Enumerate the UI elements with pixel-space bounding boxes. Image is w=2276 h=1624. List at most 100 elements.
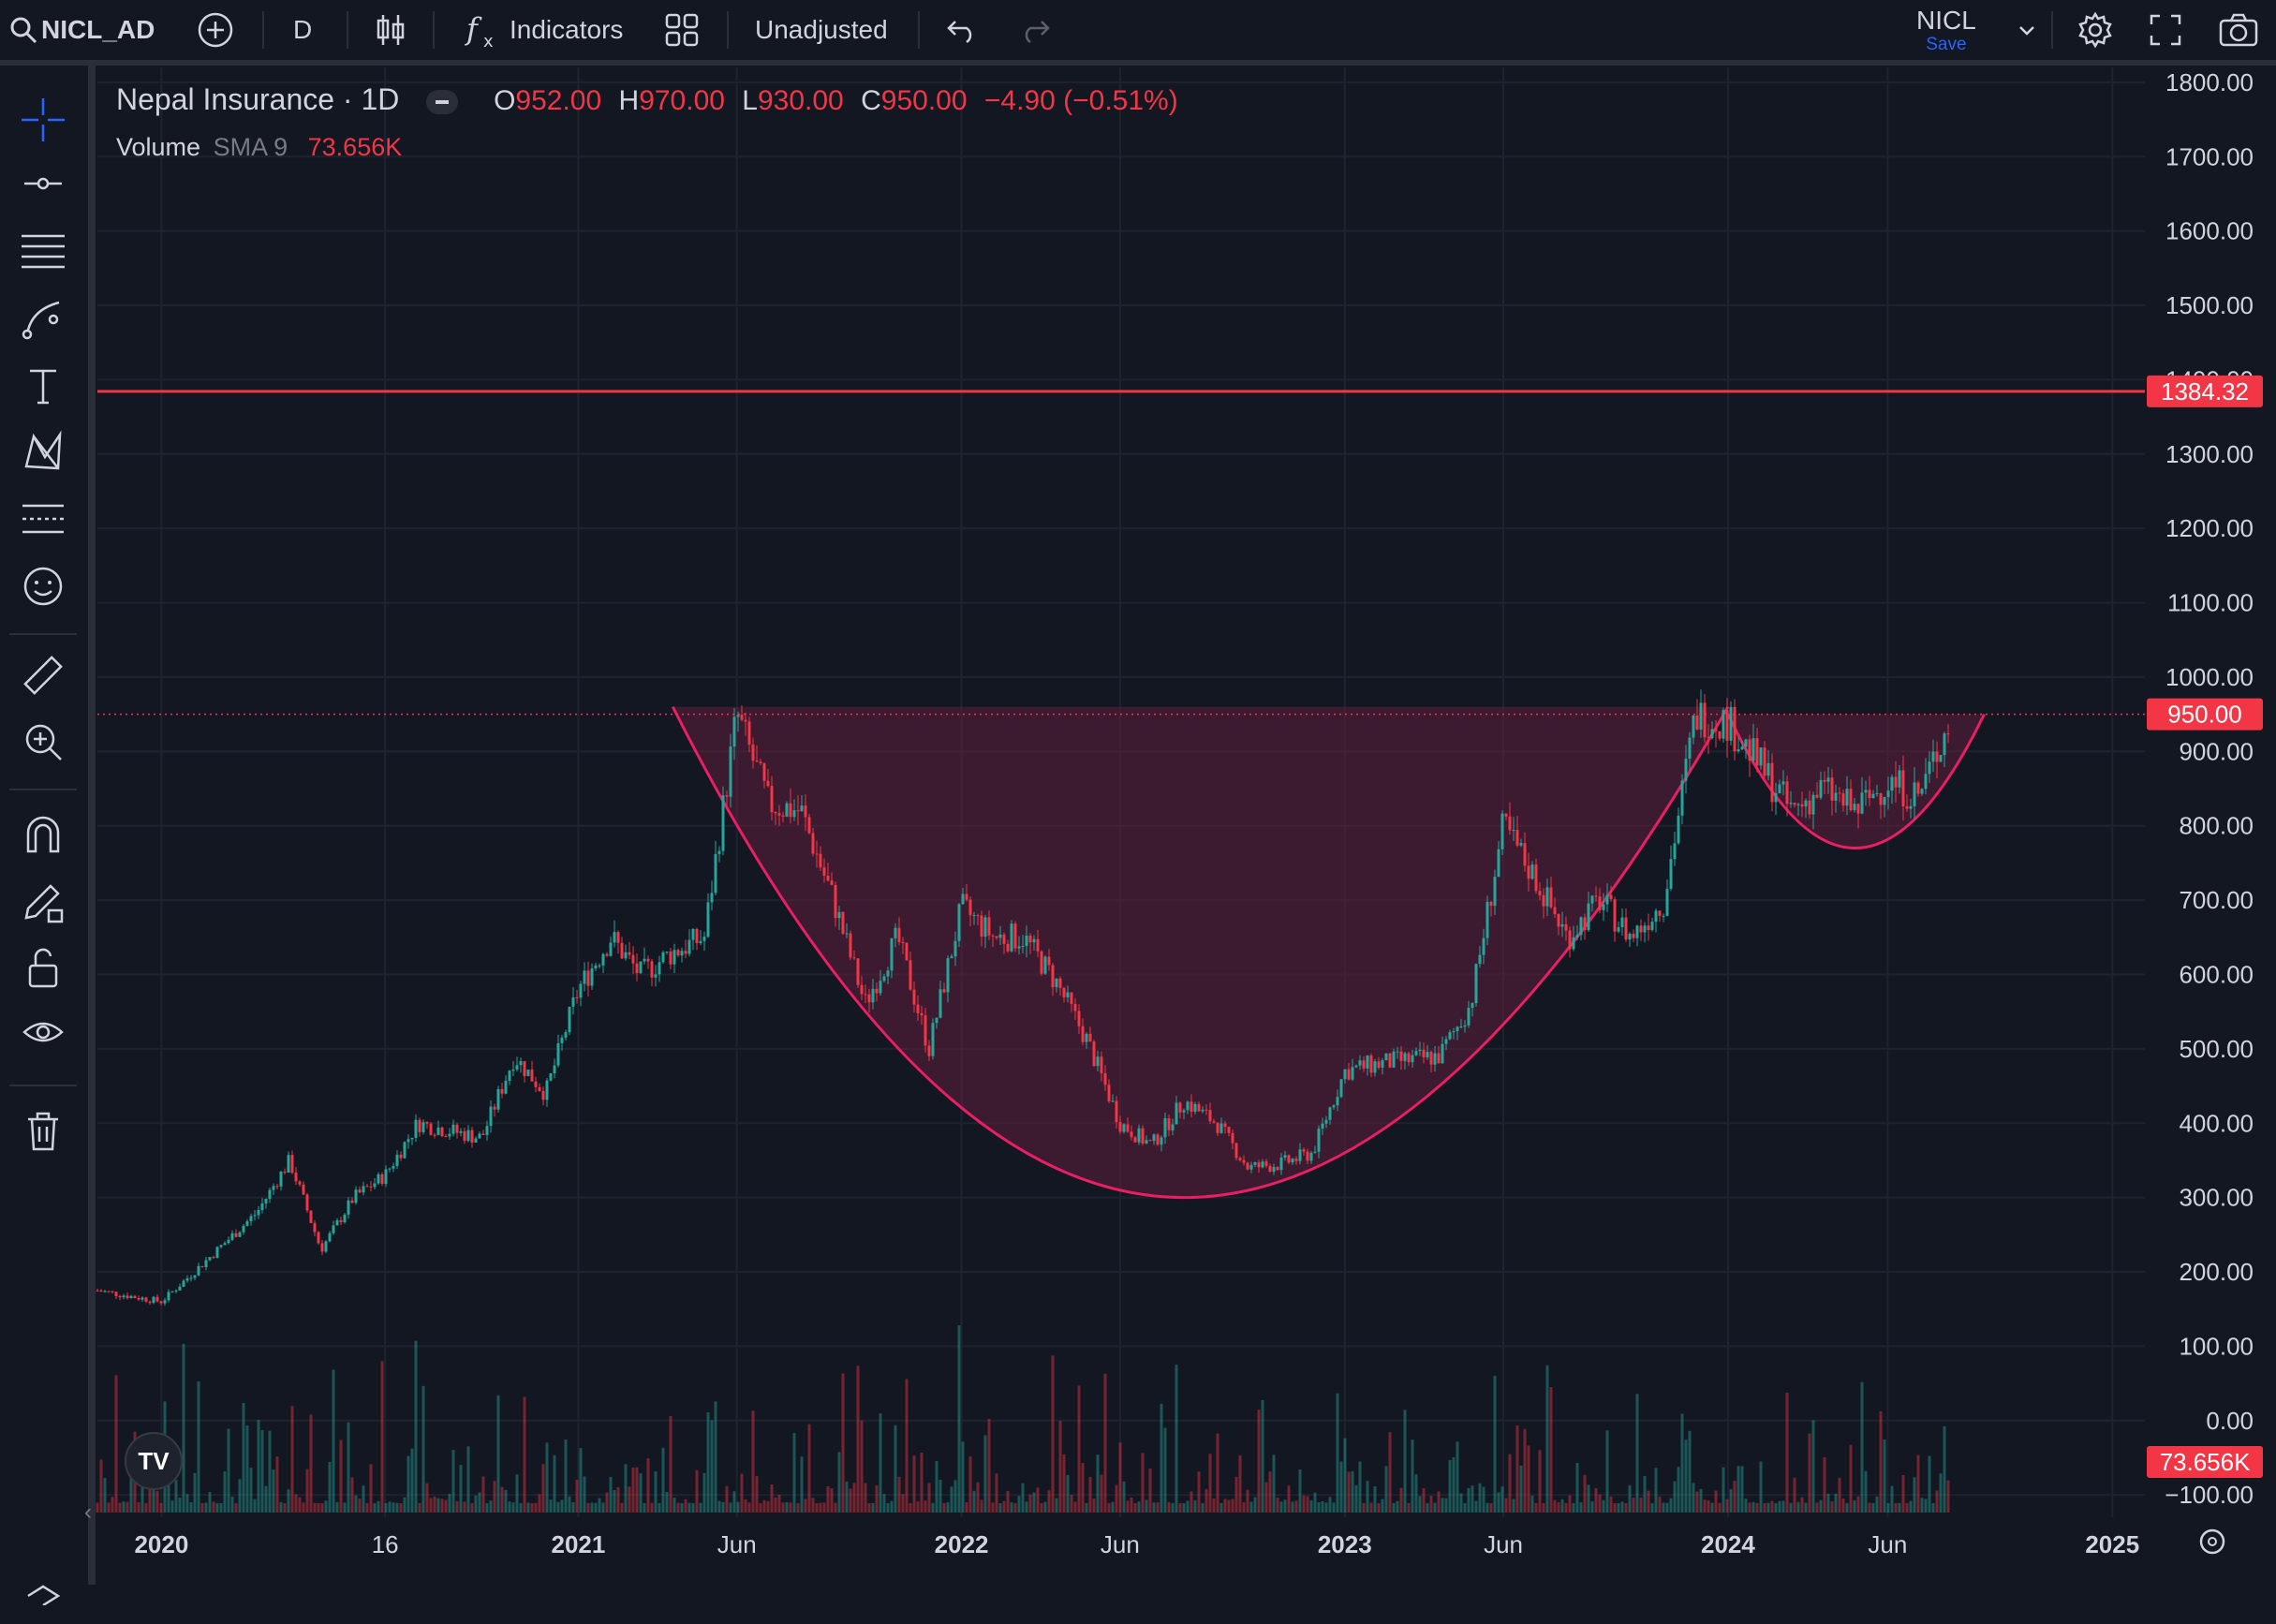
candle-body xyxy=(1167,1118,1171,1130)
volume-bar xyxy=(294,1494,298,1513)
candle-body xyxy=(1234,1143,1238,1159)
chart-canvas[interactable]: 1800.001700.001600.001500.001400.001300.… xyxy=(0,0,2276,1585)
adjustment-button[interactable]: Unadjusted xyxy=(755,0,888,60)
magnet-tool[interactable] xyxy=(13,805,73,865)
undo-button[interactable] xyxy=(946,0,980,60)
candle-body xyxy=(388,1168,392,1170)
interval-button[interactable]: D xyxy=(293,0,312,60)
candle-body xyxy=(744,719,747,722)
volume-bar xyxy=(1197,1471,1201,1513)
text-tool[interactable] xyxy=(13,356,73,416)
close-label: C xyxy=(861,85,881,116)
auto-scale-button[interactable] xyxy=(2199,1528,2225,1555)
volume-tag-box xyxy=(2147,1446,2263,1478)
candle-body xyxy=(249,1216,253,1221)
price-tick-label: 300.00 xyxy=(2179,1184,2254,1212)
candle-body xyxy=(1662,915,1665,917)
collapse-toolbar-button[interactable]: ‹ xyxy=(84,1499,92,1525)
volume-bar xyxy=(912,1455,916,1513)
candle-body xyxy=(1811,794,1815,815)
volume-bar xyxy=(335,1501,339,1513)
time-axis[interactable]: 2020 16 2021 Jun 2022 Jun 2023 Jun 2024 Jun 2025 TV xyxy=(97,1432,2225,1568)
pattern-tool[interactable] xyxy=(13,421,73,481)
candle-body xyxy=(1538,891,1542,895)
line-tool[interactable] xyxy=(13,154,73,214)
chart-type-button[interactable] xyxy=(375,0,406,60)
settings-button[interactable] xyxy=(2076,0,2115,60)
volume-bar xyxy=(1279,1501,1283,1513)
volume-bar xyxy=(1223,1499,1227,1513)
time-tick-label: 2022 xyxy=(935,1530,989,1558)
price-axis[interactable]: 1800.001700.001600.001500.001400.001300.… xyxy=(2145,67,2276,1517)
volume-bar xyxy=(118,1502,122,1513)
candle-body xyxy=(1542,894,1545,907)
candle-body xyxy=(669,951,672,965)
object-tree-tool[interactable] xyxy=(13,1564,73,1624)
candle-body xyxy=(1856,804,1860,814)
volume-bar xyxy=(1175,1365,1178,1513)
snapshot-button[interactable] xyxy=(2218,0,2259,60)
candle-body xyxy=(1426,1052,1429,1058)
candle-body xyxy=(1257,1162,1261,1168)
fib-retracement-icon xyxy=(22,234,65,269)
candle-body xyxy=(1118,1122,1122,1132)
crosshair-tool[interactable] xyxy=(13,90,73,150)
legend-toggle[interactable] xyxy=(425,90,458,115)
lock-drawing-tool[interactable] xyxy=(13,873,73,933)
volume-bar xyxy=(579,1448,583,1513)
candle-body xyxy=(459,1130,463,1133)
volume-bar xyxy=(1609,1496,1613,1513)
candle-body xyxy=(920,1012,924,1016)
symbol-search[interactable]: NICL_AD xyxy=(9,0,155,60)
volume-bar xyxy=(560,1499,564,1513)
cup-and-handle-drawing[interactable] xyxy=(671,705,1986,1199)
unlock-tool[interactable] xyxy=(13,938,73,998)
volume-bar xyxy=(208,1492,212,1513)
volume-bar xyxy=(129,1461,133,1513)
candle-body xyxy=(1886,790,1890,798)
candle-body xyxy=(556,1042,560,1066)
volume-bar xyxy=(1871,1502,1875,1513)
volume-bar xyxy=(260,1430,264,1513)
layouts-button[interactable] xyxy=(665,0,699,60)
volume-bar xyxy=(242,1402,245,1513)
volume-bar xyxy=(1336,1393,1339,1513)
volume-bar xyxy=(1088,1477,1092,1513)
prediction-tool[interactable] xyxy=(13,489,73,549)
brush-tool[interactable] xyxy=(13,288,73,348)
candle-body xyxy=(1710,729,1714,739)
volume-bar xyxy=(1553,1499,1557,1513)
price-tick-label: 1700.00 xyxy=(2165,142,2254,170)
volume-bar xyxy=(350,1477,354,1513)
candle-body xyxy=(631,954,635,964)
candle-body xyxy=(1264,1161,1268,1166)
candle-body xyxy=(313,1222,317,1233)
volume-bar xyxy=(1755,1502,1759,1513)
volume-bar xyxy=(1632,1498,1635,1513)
volume-bar xyxy=(1527,1445,1530,1513)
volume-bar xyxy=(223,1470,227,1513)
candle-body xyxy=(253,1215,257,1217)
ruler-tool[interactable] xyxy=(13,646,73,706)
redo-button[interactable] xyxy=(1017,0,1051,60)
layout-menu-button[interactable] xyxy=(2016,0,2038,60)
volume-bar xyxy=(1212,1498,1216,1513)
layout-name-button[interactable]: NICL Save xyxy=(1916,0,1976,60)
candle-body xyxy=(579,983,583,998)
compare-button[interactable] xyxy=(197,0,234,60)
fib-tool[interactable] xyxy=(13,221,73,281)
hide-tool[interactable] xyxy=(13,1004,73,1064)
candle-body xyxy=(1939,755,1943,762)
volume-bar xyxy=(909,1502,912,1513)
zoom-tool[interactable] xyxy=(13,712,73,772)
fullscreen-button[interactable] xyxy=(2149,0,2182,60)
volume-bar xyxy=(665,1491,669,1513)
candle-body xyxy=(815,853,819,855)
legend-volume: Volume SMA 9 73.656K xyxy=(116,133,402,162)
emoji-tool[interactable] xyxy=(13,556,73,616)
remove-tool[interactable] xyxy=(13,1101,73,1161)
candle-body xyxy=(1388,1053,1392,1068)
candle-body xyxy=(751,745,755,761)
volume-bar xyxy=(545,1442,549,1513)
